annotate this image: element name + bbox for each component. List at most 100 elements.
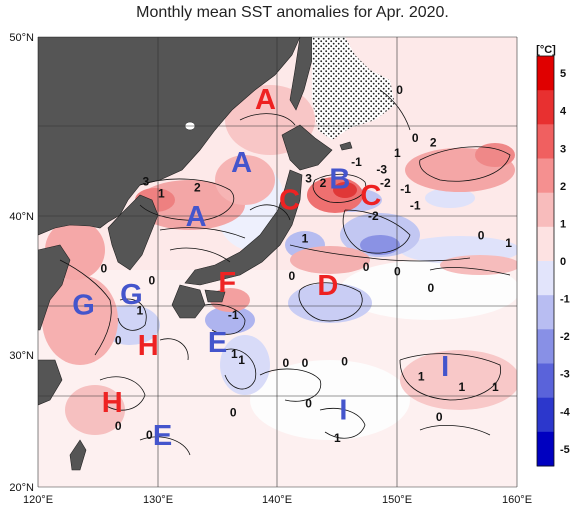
region-label-h: H [102,387,123,419]
contour-value-label: 0 [115,419,122,433]
contour-value-label: 0 [478,229,485,243]
colorbar-tick-label: -1 [560,294,570,306]
colorbar-swatch [537,90,554,125]
colorbar-swatch [537,363,554,399]
region-label-e: E [208,327,227,359]
contour-value-label: 0 [412,131,419,145]
colorbar-unit: [°C] [536,44,556,56]
colorbar-tick-label: 4 [560,106,567,118]
contour-value-label: 0 [305,397,312,411]
colorbar-tick-labels: 5 4 3 2 1 0 -1 -2 -3 -4 -5 [560,68,571,456]
y-tick-labels: 50°N 40°N 30°N 20°N [9,32,34,494]
region-label-g: G [120,279,143,311]
colorbar-swatch [537,192,554,228]
x-tick-label: 160°E [502,494,532,506]
colorbar-swatch [537,261,554,296]
region-label-f: F [218,267,236,299]
contour-value-label: 0 [341,355,348,369]
contour-value-label: 0 [148,274,155,288]
y-tick-label: 20°N [9,482,34,494]
colorbar-swatch [537,397,554,433]
region-label-a: A [231,147,252,179]
contour-value-label: 0 [363,260,370,274]
colorbar-tick-label: -5 [560,444,570,456]
colorbar-swatch [537,158,554,194]
colorbar-swatch [537,124,554,159]
colorbar-tick-label: 0 [560,256,566,268]
contour-value-label: -2 [368,209,379,223]
contour-value-label: -1 [410,199,421,213]
contour-value-label: 0 [115,334,122,348]
contour-value-label: 1 [334,431,341,445]
colorbar-tick-label: 3 [560,143,566,155]
y-tick-label: 50°N [9,32,34,44]
contour-value-label: 1 [302,232,309,246]
sea-ice [312,37,395,140]
contour-value-label: 3 [142,175,149,189]
contour-value-label: 3 [305,172,312,186]
region-label-d: D [317,270,338,302]
contour-value-label: 1 [394,146,401,160]
colorbar-swatches [536,55,555,467]
region-label-a: A [255,84,276,116]
colorbar-tick-label: 1 [560,218,566,230]
contour-value-label: 0 [283,356,290,370]
contour-value-label: 0 [289,269,296,283]
anomaly-field [38,37,517,487]
contour-value-label: 0 [101,262,108,276]
region-label-g: G [72,290,95,322]
region-label-a: A [186,201,207,233]
y-tick-label: 40°N [9,211,34,223]
contour-value-label: 1 [492,380,499,394]
contour-value-label: 0 [394,265,401,279]
colorbar-tick-label: 5 [560,68,566,80]
region-label-e: E [153,420,172,452]
region-label-c: C [360,180,381,212]
region-label-h: H [138,330,159,362]
colorbar-tick-label: -2 [560,331,570,343]
contour-value-label: -1 [400,182,411,196]
y-tick-label: 30°N [9,350,34,362]
contour-value-label: 0 [230,406,237,420]
contour-value-label: 1 [505,236,512,250]
x-tick-label: 120°E [23,494,53,506]
contour-value-label: -1 [228,308,239,322]
contour-value-label: 1 [238,353,245,367]
contour-value-label: 2 [194,181,201,195]
region-label-i: I [441,351,449,383]
x-tick-label: 130°E [143,494,173,506]
contour-value-label: 0 [396,83,403,97]
colorbar-swatch [537,295,554,330]
contour-value-label: 1 [459,380,466,394]
contour-value-label: 0 [146,428,153,442]
contour-value-label: 0 [436,410,443,424]
contour-value-label: -3 [376,163,387,177]
region-label-b: B [329,164,350,196]
contour-value-label: 1 [231,347,238,361]
x-tick-label: 140°E [262,494,292,506]
colorbar-frame [536,55,555,467]
colorbar-swatch [537,56,554,91]
contour-value-label: -1 [351,155,362,169]
x-tick-labels: 120°E 130°E 140°E 150°E 160°E [23,494,532,506]
contour-value-label: 0 [427,281,434,295]
contour-value-label: 2 [320,176,327,190]
map-title: Monthly mean SST anomalies for Apr. 2020… [136,4,449,21]
region-label-c: C [279,185,300,217]
colorbar-swatch [537,329,554,364]
colorbar-tick-label: -3 [560,369,570,381]
contour-value-label: 0 [302,356,309,370]
contour-value-label: 1 [136,304,143,318]
x-tick-label: 150°E [382,494,412,506]
land [38,37,353,471]
contour-value-label: 2 [430,136,437,150]
colorbar-tick-label: -4 [560,406,571,418]
contour-value-label: -2 [380,176,391,190]
graticule [37,36,518,488]
contour-lines [59,89,511,456]
contour-value-label: 1 [158,187,165,201]
contour-value-label: 1 [418,370,425,384]
colorbar-tick-label: 2 [560,181,566,193]
